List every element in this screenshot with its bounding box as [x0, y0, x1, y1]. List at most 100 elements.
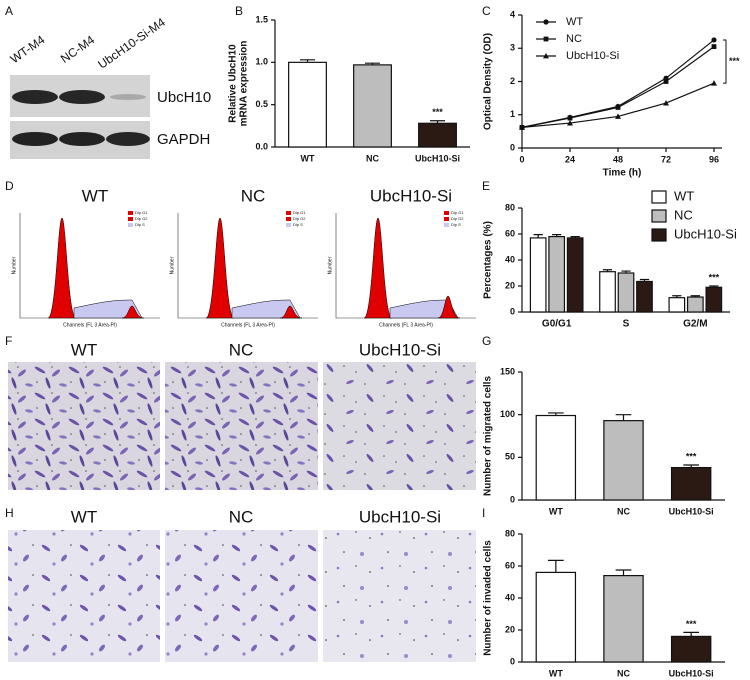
x-tick-label: G2/M [683, 319, 707, 330]
image-title: NC [241, 186, 266, 205]
flow-legend-label: Dip G1 [293, 210, 306, 215]
error-bar [690, 295, 700, 298]
significance: *** [686, 451, 697, 461]
s-phase [73, 299, 143, 319]
point [615, 105, 621, 110]
y-tick-label: 1.0 [255, 57, 268, 67]
error-bar [602, 269, 613, 272]
bar [686, 296, 704, 313]
bar [418, 122, 457, 148]
y-tick-label: 0.5 [255, 99, 268, 109]
image-title: NC [229, 340, 254, 359]
legend-swatch [651, 209, 667, 223]
flow-x-label: Channels (FL 3 Area-PI) [221, 322, 275, 328]
panel-label: G [482, 334, 491, 348]
panel-label: A [5, 4, 13, 18]
micrograph [8, 530, 160, 662]
error-bar [639, 278, 650, 282]
x-tick-label: NC [366, 153, 379, 163]
flow-axis [19, 213, 160, 319]
y-tick-label: 0 [510, 656, 515, 666]
x-tick-label: UbcH10-Si [415, 153, 460, 163]
flow-legend-label: Dip G1 [451, 210, 464, 215]
g1-peak [47, 217, 77, 319]
lane-label: NC-M4 [58, 33, 97, 66]
x-tick-label: 48 [613, 154, 623, 164]
image-title: NC [229, 507, 254, 526]
y-axis-label: Optical Density (OD) [483, 33, 494, 130]
significance: *** [709, 272, 720, 282]
point [615, 113, 621, 119]
x-tick-label: 96 [709, 154, 719, 164]
micrograph [323, 530, 476, 662]
error-bar [672, 295, 682, 298]
y-tick-label: 0 [510, 306, 515, 316]
error-bar [615, 569, 632, 576]
flow-legend-label: Dip G2 [451, 216, 464, 221]
panel-label: E [482, 179, 490, 193]
y-tick-label: 0 [510, 142, 515, 152]
point [711, 80, 717, 86]
flow-legend-swatch [444, 223, 449, 227]
flow-legend-swatch [286, 211, 291, 215]
significance: *** [729, 56, 740, 66]
error-bar [570, 236, 580, 238]
bar [670, 466, 712, 501]
error-bar [621, 270, 631, 273]
y-tick-label: 2 [510, 76, 515, 86]
bar [288, 61, 327, 148]
x-tick-label: WT [301, 153, 315, 163]
y-tick-label: 20 [505, 624, 515, 634]
point [663, 100, 669, 106]
image-title: UbcH10-Si [370, 186, 452, 205]
bar [535, 414, 577, 501]
x-tick-label: WT [549, 668, 563, 678]
micrograph [8, 362, 160, 490]
y-tick-label: 50 [505, 452, 515, 462]
error-bar [683, 631, 700, 637]
band [110, 94, 146, 100]
protein-label: GAPDH [157, 131, 210, 148]
flow-y-label: Number [11, 256, 17, 274]
legend-label: WT [674, 188, 694, 203]
bar [535, 571, 577, 663]
x-tick-label: UbcH10-Si [669, 668, 714, 678]
y-tick-label: 40 [505, 254, 515, 264]
error-bar [552, 234, 562, 237]
error-bar [364, 62, 381, 65]
x-tick-label: NC [617, 506, 630, 516]
flow-x-label: Channels (FL 3 Area-PI) [63, 322, 117, 328]
bar [636, 280, 653, 313]
error-bar [533, 234, 543, 238]
flow-axis [335, 213, 476, 319]
legend-swatch [651, 190, 667, 204]
flow-legend-swatch [444, 217, 449, 221]
flow-legend-label: Dip G1 [135, 210, 148, 215]
flow-y-label: Number [169, 256, 175, 274]
bar [617, 272, 635, 313]
x-tick-label: 0 [519, 154, 524, 164]
g2-peak [437, 295, 461, 319]
bar [670, 635, 712, 663]
flow-x-label: Channels (FL 3 Area-PI) [379, 322, 433, 328]
y-tick-label: 80 [505, 528, 515, 538]
y-tick-label: 1 [510, 109, 515, 119]
y-tick-label: 4 [510, 9, 515, 19]
flow-legend-swatch [128, 211, 133, 215]
point [567, 120, 573, 126]
panel-label: B [235, 4, 243, 18]
image-title: WT [82, 186, 108, 205]
error-bar [683, 464, 700, 468]
x-tick-label: UbcH10-Si [669, 506, 714, 516]
g2-peak [279, 305, 303, 319]
bar [529, 237, 547, 313]
significance: *** [432, 107, 443, 117]
bar [353, 64, 392, 148]
y-axis-label: Percentages (%) [483, 221, 494, 299]
lane-label: WT-M4 [8, 32, 48, 66]
legend-swatch [651, 228, 667, 242]
y-axis-label: Number of migrated cells [483, 376, 494, 496]
point [711, 37, 717, 43]
micrograph [165, 362, 318, 490]
